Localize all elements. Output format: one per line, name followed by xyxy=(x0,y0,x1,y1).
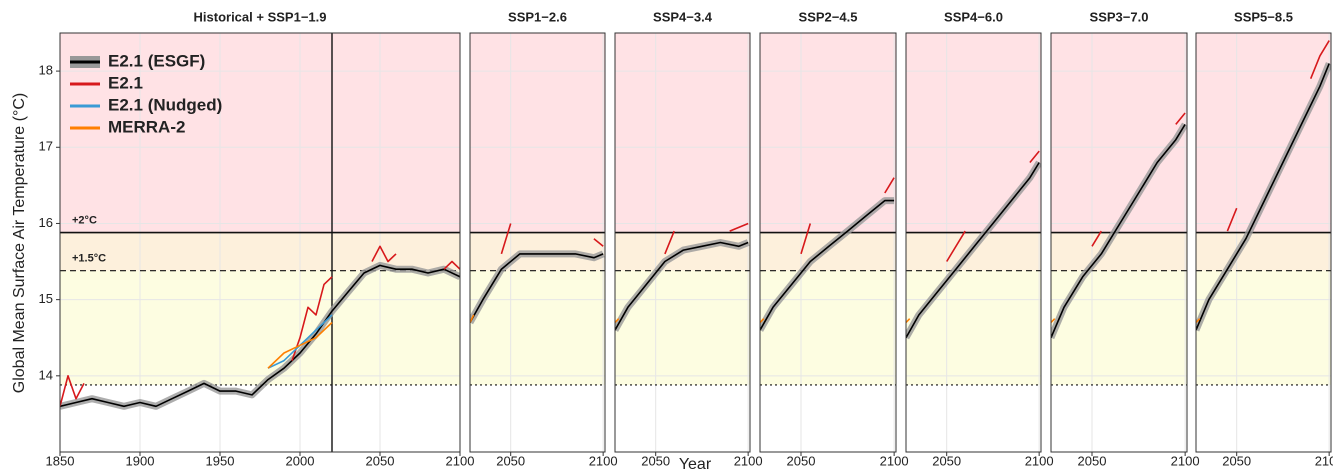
x-tick-label: 1850 xyxy=(46,453,75,468)
panel-title: SSP4−6.0 xyxy=(944,9,1003,24)
x-tick-label: 2100 xyxy=(446,453,475,468)
plot-area-below xyxy=(60,384,460,452)
x-tick-label: 2050 xyxy=(366,453,395,468)
threshold-band xyxy=(906,33,1041,233)
plot-area-below xyxy=(760,384,896,452)
y-tick-label: 18 xyxy=(39,63,53,78)
x-tick-label: 2100 xyxy=(1025,453,1054,468)
series-line xyxy=(60,264,460,408)
series-line xyxy=(470,314,475,323)
threshold-band xyxy=(906,270,1041,385)
panel-border xyxy=(469,32,606,453)
legend-label: MERRA-2 xyxy=(108,117,185,136)
series-line xyxy=(1196,63,1330,331)
legend-label: E2.1 xyxy=(108,73,143,92)
series-line xyxy=(760,318,765,324)
threshold-band xyxy=(1051,33,1187,233)
series-line xyxy=(1196,318,1201,324)
x-tick-label: 2100 xyxy=(880,453,909,468)
threshold-band xyxy=(760,33,896,233)
panel-border xyxy=(59,32,461,453)
x-tick-label: 2050 xyxy=(1222,453,1251,468)
y-axis-label: Global Mean Surface Air Temperature (°C) xyxy=(11,93,28,393)
panel-title: SSP4−3.4 xyxy=(653,9,713,24)
plot-area-below xyxy=(615,384,750,452)
panel-title: SSP1−2.6 xyxy=(508,9,567,24)
series-line xyxy=(1226,40,1330,232)
y-tick-label: 15 xyxy=(39,291,53,306)
x-tick-label: 1900 xyxy=(126,453,155,468)
threshold-band xyxy=(1051,232,1187,271)
series-line xyxy=(1051,318,1056,324)
panel-title: SSP2−4.5 xyxy=(799,9,858,24)
panel-border xyxy=(1050,32,1188,453)
reference-label: +2°C xyxy=(72,215,97,227)
series-line xyxy=(906,318,911,324)
plot-area-below xyxy=(1196,384,1331,452)
plot-area-below xyxy=(1051,384,1187,452)
panel-border xyxy=(614,32,751,453)
panel-title: SSP5−8.5 xyxy=(1234,9,1293,24)
panel-border xyxy=(759,32,897,453)
series-line xyxy=(1091,112,1186,247)
series-line xyxy=(760,199,895,331)
x-tick-label: 2050 xyxy=(496,453,525,468)
threshold-band xyxy=(60,33,460,233)
series-line xyxy=(470,253,604,323)
y-tick-label: 17 xyxy=(39,139,53,154)
panel-border xyxy=(905,32,1042,453)
legend-label: E2.1 (Nudged) xyxy=(108,95,222,114)
threshold-band xyxy=(1196,232,1331,271)
x-tick-label: 2050 xyxy=(641,453,670,468)
series-line xyxy=(500,223,604,255)
plot-area-below xyxy=(470,384,605,452)
threshold-band xyxy=(615,270,750,385)
x-tick-label: 2100 xyxy=(589,453,618,468)
series-line xyxy=(615,241,749,331)
threshold-band xyxy=(760,232,896,271)
panel-border xyxy=(1195,32,1332,453)
legend-label: E2.1 (ESGF) xyxy=(108,51,205,70)
series-line xyxy=(946,150,1040,262)
threshold-band xyxy=(760,270,896,385)
threshold-band xyxy=(1051,270,1187,385)
x-axis-label: Year xyxy=(679,456,712,471)
series-line xyxy=(1051,123,1186,339)
y-tick-label: 14 xyxy=(39,367,53,382)
panel-title: SSP3−7.0 xyxy=(1090,9,1149,24)
threshold-band xyxy=(60,232,460,271)
reference-label: +1.5°C xyxy=(72,253,106,265)
plot-area-below xyxy=(906,384,1041,452)
series-line xyxy=(800,177,895,255)
series-line xyxy=(615,318,620,324)
x-tick-label: 2100 xyxy=(1315,453,1333,468)
threshold-band xyxy=(470,33,605,233)
x-tick-label: 2100 xyxy=(734,453,763,468)
threshold-band xyxy=(60,270,460,385)
series-line xyxy=(267,321,333,369)
x-tick-label: 2050 xyxy=(932,453,961,468)
series-line xyxy=(60,245,460,407)
x-tick-label: 2050 xyxy=(1078,453,1107,468)
x-tick-label: 2100 xyxy=(1171,453,1200,468)
x-tick-label: 2000 xyxy=(286,453,315,468)
series-line xyxy=(664,222,749,255)
threshold-band xyxy=(615,33,750,233)
x-tick-label: 2050 xyxy=(787,453,816,468)
y-tick-label: 16 xyxy=(39,215,53,230)
series-line xyxy=(906,162,1040,339)
x-tick-label: 1950 xyxy=(206,453,235,468)
panel-title: Historical + SSP1−1.9 xyxy=(194,9,327,24)
